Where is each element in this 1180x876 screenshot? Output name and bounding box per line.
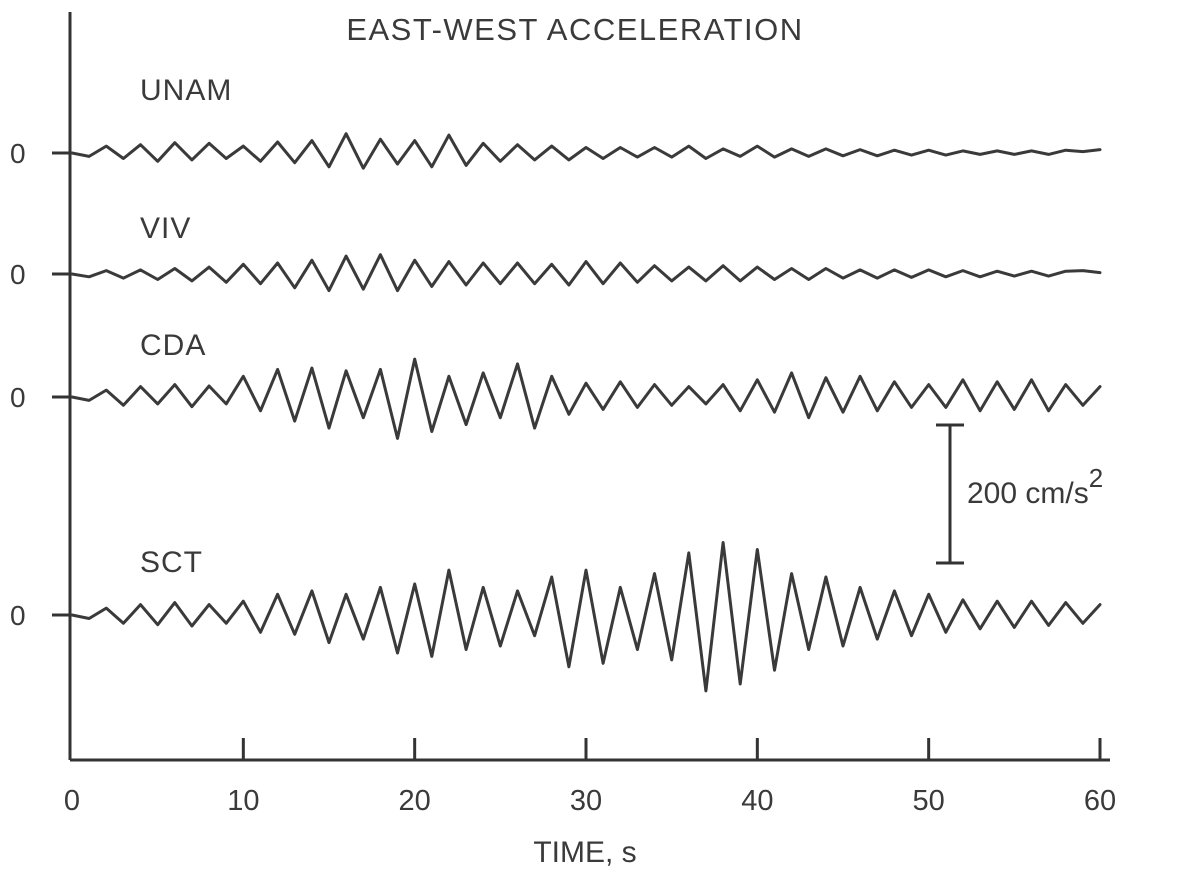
x-tick-label-20: 20 [399,785,431,817]
x-tick-label-60: 60 [1084,785,1116,817]
trace-sct [70,541,1102,693]
x-tick-label-30: 30 [570,785,602,817]
scale-bar-superscript: 2 [1089,463,1103,493]
zero-label-cda: 0 [10,382,26,413]
scale-bar: 200 cm/s2 [936,423,1103,565]
zero-label-unam: 0 [10,138,26,169]
x-axis-label: TIME, s [533,836,636,869]
x-tick-label-0: 0 [64,785,80,817]
x-tick-label-40: 40 [741,785,773,817]
zero-label-viv: 0 [10,259,26,290]
traces [70,132,1102,693]
trace-unam [70,132,1102,170]
station-labels: UNAM VIV CDA SCT [140,74,232,579]
chart-title: EAST-WEST ACCELERATION [346,12,803,47]
zero-labels: 0 0 0 0 [10,138,70,631]
series-label-cda: CDA [140,329,206,362]
trace-cda [70,357,1102,440]
series-label-viv: VIV [140,212,191,245]
x-tick-label-50: 50 [913,785,945,817]
series-label-unam: UNAM [140,74,232,107]
x-ticks: 0 10 20 30 40 50 60 [64,738,1116,817]
scale-bar-label: 200 cm/s2 [967,463,1103,510]
zero-label-sct: 0 [10,600,26,631]
trace-viv [70,253,1102,293]
scale-bar-units: 200 cm/s [967,477,1089,510]
series-label-sct: SCT [140,546,203,579]
x-tick-label-10: 10 [227,785,259,817]
